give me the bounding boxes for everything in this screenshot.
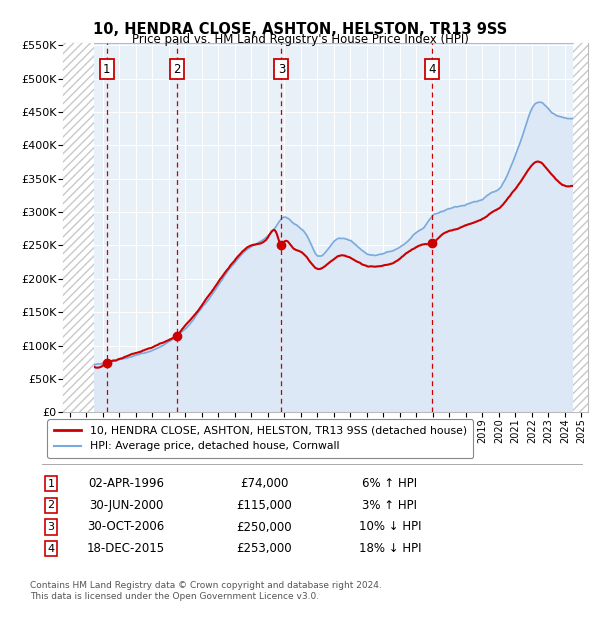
Text: 2: 2 bbox=[173, 63, 181, 76]
Text: 2: 2 bbox=[47, 500, 55, 510]
Text: 10, HENDRA CLOSE, ASHTON, HELSTON, TR13 9SS: 10, HENDRA CLOSE, ASHTON, HELSTON, TR13 … bbox=[93, 22, 507, 37]
Text: 4: 4 bbox=[428, 63, 436, 76]
Text: 3% ↑ HPI: 3% ↑ HPI bbox=[362, 499, 418, 511]
Text: 02-APR-1996: 02-APR-1996 bbox=[88, 477, 164, 490]
Text: 6% ↑ HPI: 6% ↑ HPI bbox=[362, 477, 418, 490]
Text: 1: 1 bbox=[47, 479, 55, 489]
Text: £250,000: £250,000 bbox=[236, 521, 292, 533]
Legend: 10, HENDRA CLOSE, ASHTON, HELSTON, TR13 9SS (detached house), HPI: Average price: 10, HENDRA CLOSE, ASHTON, HELSTON, TR13 … bbox=[47, 420, 473, 458]
Text: 18% ↓ HPI: 18% ↓ HPI bbox=[359, 542, 421, 555]
Text: 3: 3 bbox=[47, 522, 55, 532]
Text: £253,000: £253,000 bbox=[236, 542, 292, 555]
Text: 18-DEC-2015: 18-DEC-2015 bbox=[87, 542, 165, 555]
Text: 3: 3 bbox=[278, 63, 285, 76]
Text: £74,000: £74,000 bbox=[240, 477, 288, 490]
Text: Contains HM Land Registry data © Crown copyright and database right 2024.: Contains HM Land Registry data © Crown c… bbox=[30, 581, 382, 590]
Text: 30-JUN-2000: 30-JUN-2000 bbox=[89, 499, 163, 511]
Text: Price paid vs. HM Land Registry's House Price Index (HPI): Price paid vs. HM Land Registry's House … bbox=[131, 33, 469, 46]
Text: 1: 1 bbox=[103, 63, 110, 76]
Text: £115,000: £115,000 bbox=[236, 499, 292, 511]
Text: 10% ↓ HPI: 10% ↓ HPI bbox=[359, 521, 421, 533]
Text: 4: 4 bbox=[47, 544, 55, 554]
Text: 30-OCT-2006: 30-OCT-2006 bbox=[88, 521, 164, 533]
Text: This data is licensed under the Open Government Licence v3.0.: This data is licensed under the Open Gov… bbox=[30, 592, 319, 601]
